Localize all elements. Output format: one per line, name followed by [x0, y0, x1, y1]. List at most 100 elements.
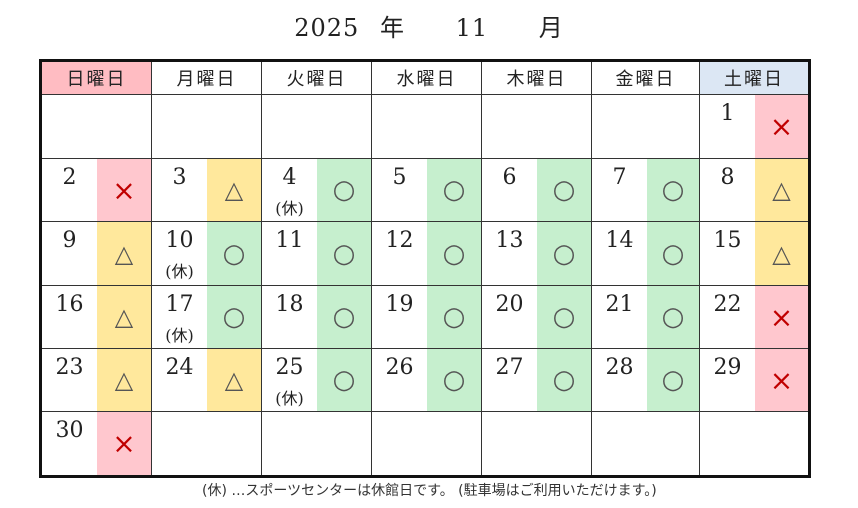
day-cell: 24 △: [152, 349, 262, 412]
empty-cell: [482, 95, 592, 159]
day-cell: 28 ○: [592, 349, 700, 412]
weekday-header: 火曜日: [262, 62, 372, 95]
availability-status: ○: [537, 222, 591, 285]
day-number: 9: [62, 228, 77, 253]
day-number: 3: [172, 165, 187, 190]
day-cell: 21 ○: [592, 286, 700, 349]
day-cell: 5 ○: [372, 159, 482, 222]
day-cell: 7 ○: [592, 159, 700, 222]
day-number: 25: [275, 355, 304, 380]
day-number: 6: [502, 165, 517, 190]
availability-status: ○: [317, 159, 371, 221]
empty-cell: [262, 95, 372, 159]
day-cell: 17 (休) ○: [152, 286, 262, 349]
day-number: 21: [605, 292, 634, 317]
availability-status: △: [755, 159, 808, 221]
day-number: 23: [55, 355, 84, 380]
day-number: 2: [62, 165, 77, 190]
weekday-header: 土曜日: [700, 62, 808, 95]
day-cell: 10 (休) ○: [152, 222, 262, 286]
empty-cell: [152, 412, 262, 475]
day-cell: 8 △: [700, 159, 808, 222]
availability-status: ○: [317, 286, 371, 348]
day-number: 10: [165, 228, 194, 253]
day-cell: 13 ○: [482, 222, 592, 286]
closed-note: (休): [275, 199, 304, 218]
empty-cell: [42, 95, 152, 159]
day-cell: 22 ×: [700, 286, 808, 349]
availability-status: ○: [537, 286, 591, 348]
day-number: 4: [282, 165, 297, 190]
weekday-header: 月曜日: [152, 62, 262, 95]
day-cell: 2 ×: [42, 159, 152, 222]
availability-status: ○: [427, 349, 481, 411]
day-number: 22: [713, 292, 742, 317]
day-number: 30: [55, 418, 84, 443]
day-cell: 18 ○: [262, 286, 372, 349]
day-number: 24: [165, 355, 194, 380]
day-cell: 30 ×: [42, 412, 152, 475]
availability-status: ○: [537, 349, 591, 411]
day-cell: 15 △: [700, 222, 808, 286]
day-cell: 12 ○: [372, 222, 482, 286]
day-number: 14: [605, 228, 634, 253]
title-year-unit: 年: [379, 14, 405, 42]
closed-note: (休): [165, 262, 194, 281]
day-cell: 11 ○: [262, 222, 372, 286]
availability-status: △: [207, 159, 261, 221]
empty-cell: [372, 412, 482, 475]
day-cell: 4 (休) ○: [262, 159, 372, 222]
availability-status: △: [755, 222, 808, 285]
availability-status: ○: [207, 222, 261, 285]
day-cell: 29 ×: [700, 349, 808, 412]
closed-note: (休): [275, 389, 304, 408]
availability-status: △: [97, 286, 151, 348]
calendar-title: 2025 年 11 月: [0, 8, 858, 43]
day-cell: 3 △: [152, 159, 262, 222]
empty-cell: [262, 412, 372, 475]
availability-status: ○: [207, 286, 261, 348]
availability-status: ○: [317, 222, 371, 285]
day-number: 11: [275, 228, 304, 253]
availability-status: ○: [427, 222, 481, 285]
empty-cell: [592, 412, 700, 475]
day-number: 18: [275, 292, 304, 317]
day-number: 19: [385, 292, 414, 317]
availability-status: △: [97, 349, 151, 411]
day-number: 29: [713, 355, 742, 380]
availability-status: ○: [647, 349, 699, 411]
day-cell: 16 △: [42, 286, 152, 349]
availability-status: ○: [427, 286, 481, 348]
availability-status: ○: [537, 159, 591, 221]
day-cell: 9 △: [42, 222, 152, 286]
weekday-header: 水曜日: [372, 62, 482, 95]
day-number: 15: [713, 228, 742, 253]
day-number: 20: [495, 292, 524, 317]
day-cell: 25 (休) ○: [262, 349, 372, 412]
availability-status: △: [207, 349, 261, 411]
day-cell: 23 △: [42, 349, 152, 412]
day-number: 26: [385, 355, 414, 380]
empty-cell: [592, 95, 700, 159]
availability-status: ×: [755, 95, 808, 158]
day-cell: 1 ×: [700, 95, 808, 159]
day-number: 5: [392, 165, 407, 190]
day-number: 17: [165, 292, 194, 317]
calendar-grid: 日曜日 月曜日 火曜日 水曜日 木曜日 金曜日 土曜日 1 × 2 × 3 △ 4 (休) ○ 5 ○ 6 ○ 7 ○ 8 △…: [39, 59, 811, 478]
day-number: 1: [720, 101, 735, 126]
availability-status: ○: [427, 159, 481, 221]
weekday-header: 木曜日: [482, 62, 592, 95]
day-number: 12: [385, 228, 414, 253]
title-year: 2025: [294, 14, 360, 42]
availability-status: ○: [647, 286, 699, 348]
empty-cell: [700, 412, 808, 475]
day-cell: 27 ○: [482, 349, 592, 412]
weekday-header: 日曜日: [42, 62, 152, 95]
day-number: 13: [495, 228, 524, 253]
day-cell: 19 ○: [372, 286, 482, 349]
day-cell: 26 ○: [372, 349, 482, 412]
empty-cell: [482, 412, 592, 475]
empty-cell: [372, 95, 482, 159]
day-cell: 14 ○: [592, 222, 700, 286]
weekday-header: 金曜日: [592, 62, 700, 95]
